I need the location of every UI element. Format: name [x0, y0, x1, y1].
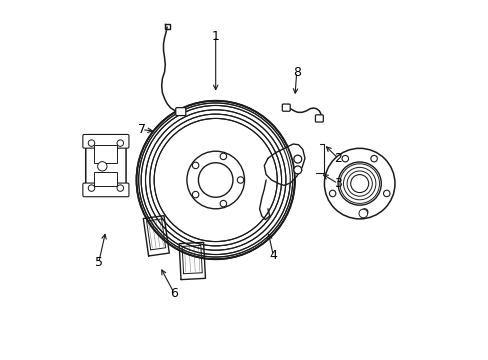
Circle shape	[88, 185, 95, 192]
FancyBboxPatch shape	[82, 134, 129, 148]
Text: 5: 5	[95, 256, 102, 269]
FancyBboxPatch shape	[282, 104, 289, 111]
Circle shape	[220, 201, 226, 207]
Circle shape	[192, 192, 199, 198]
Circle shape	[383, 190, 389, 197]
Circle shape	[141, 105, 289, 255]
Bar	[94, 172, 117, 186]
Text: 3: 3	[333, 177, 341, 190]
Bar	[94, 145, 117, 163]
Circle shape	[329, 190, 335, 197]
Circle shape	[293, 155, 301, 163]
FancyBboxPatch shape	[175, 108, 185, 116]
Circle shape	[361, 209, 367, 215]
Text: 4: 4	[269, 249, 277, 262]
FancyBboxPatch shape	[82, 183, 129, 197]
Text: 6: 6	[170, 287, 178, 300]
Circle shape	[192, 162, 199, 168]
Polygon shape	[264, 144, 305, 185]
Circle shape	[358, 209, 367, 218]
Circle shape	[324, 148, 394, 219]
Text: 8: 8	[292, 66, 300, 78]
Circle shape	[98, 162, 107, 171]
Circle shape	[237, 177, 244, 183]
Circle shape	[186, 151, 244, 209]
Circle shape	[117, 140, 123, 146]
Circle shape	[342, 156, 348, 162]
FancyBboxPatch shape	[315, 115, 323, 122]
Circle shape	[293, 166, 301, 174]
Text: 7: 7	[138, 123, 145, 136]
Circle shape	[370, 156, 377, 162]
Circle shape	[337, 162, 381, 205]
Circle shape	[350, 175, 368, 193]
Circle shape	[220, 153, 226, 159]
Circle shape	[88, 140, 95, 146]
Text: 2: 2	[333, 152, 341, 165]
Polygon shape	[259, 180, 269, 220]
Text: 1: 1	[211, 30, 219, 42]
Circle shape	[198, 163, 232, 197]
Circle shape	[117, 185, 123, 192]
FancyBboxPatch shape	[85, 135, 126, 196]
